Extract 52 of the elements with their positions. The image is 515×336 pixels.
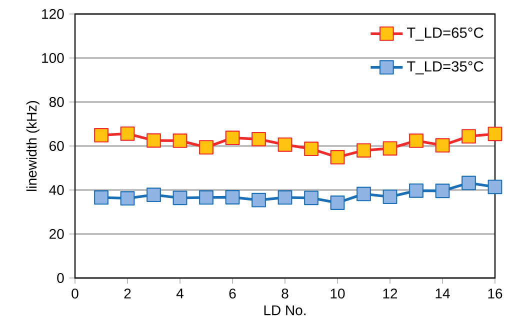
point [94,128,108,142]
point [172,190,188,206]
x-tick-label: 12 [383,288,398,298]
point [146,133,161,148]
point [356,143,371,158]
point [94,190,108,205]
point [278,137,292,152]
point [120,191,135,206]
x-tick-label: 6 [229,288,236,299]
legend-label: T_LD=65°C [406,28,484,41]
point [252,132,266,146]
x-tick-label: 0 [72,288,78,299]
x-axis-title: LD No. [264,305,306,316]
x-tick-label: 14 [436,288,450,298]
point [172,134,188,148]
point [146,188,161,202]
point [382,190,398,204]
point [435,184,450,198]
point [225,190,240,204]
y-tick-label: 80 [49,97,64,107]
point [225,130,240,146]
point [488,180,502,194]
y-tick-label: 40 [49,185,64,195]
y-tick-label: 60 [50,141,64,151]
point [409,183,424,198]
point [330,196,345,210]
x-tick-label: 10 [330,288,345,299]
y-axis-title: linewidth (kHz) [26,101,40,191]
point [252,192,266,208]
point [462,129,476,144]
y-tick-label: 0 [57,273,64,283]
point [488,126,502,142]
point [278,190,292,205]
point [435,138,450,153]
y-tick-label: 100 [42,53,64,63]
point [199,190,214,205]
point [330,150,345,164]
x-tick-label: 8 [282,288,288,299]
x-tick-label: 4 [176,288,184,298]
point [462,176,476,190]
point [199,140,214,155]
y-tick-label: 20 [50,229,64,239]
point [120,126,135,141]
x-tick-label: 16 [488,288,502,299]
point [382,141,398,156]
point [304,190,318,206]
y-tick-label: 120 [42,9,64,19]
legend-label: T_LD=35°C [406,61,484,74]
point [304,142,318,156]
x-tick-label: 2 [124,288,131,298]
point [356,186,371,202]
point [409,134,424,148]
